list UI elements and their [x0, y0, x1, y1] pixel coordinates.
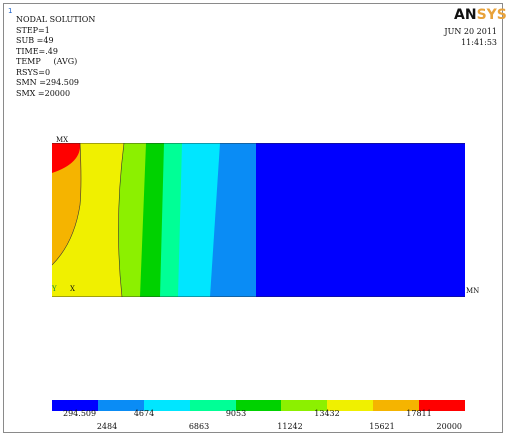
info-line-smn: SMN =294.509 [16, 78, 79, 87]
legend-swatch-4 [235, 400, 282, 411]
legend-tick-top-0: 294.509 [63, 409, 97, 418]
legend-tick-bottom-3: 15621 [369, 422, 395, 431]
info-line-step: STEP=1 [16, 25, 50, 35]
axis-x-label: X [70, 285, 75, 293]
legend-swatch-6 [327, 400, 374, 411]
axis-y-label: Y [52, 285, 57, 293]
window-number: 1 [8, 7, 13, 15]
info-line-rsys: RSYS=0 [16, 67, 51, 77]
legend-swatch-5 [281, 400, 328, 411]
time-text: 11:41:53 [461, 38, 497, 47]
legend-tick-bottom-4: 20000 [436, 422, 462, 431]
contour-line-2 [118, 143, 125, 297]
legend-tick-bottom-2: 11242 [277, 422, 303, 431]
legend-tick-bottom-0: 2484 [96, 422, 118, 431]
contour-band-7 [52, 143, 81, 265]
legend-swatch-3 [189, 400, 236, 411]
legend-swatch-1 [97, 400, 144, 411]
solution-title: NODAL SOLUTION [16, 15, 96, 24]
legend-swatch-2 [143, 400, 190, 411]
legend-ticks: 294.509 4674 9053 13432 17811 2484 6863 … [52, 409, 465, 433]
info-line-sub: SUB =49 [16, 36, 54, 45]
legend-tick-top-2: 9053 [225, 409, 247, 418]
info-line-temp: TEMP (AVG) [16, 57, 78, 66]
mx-marker: MX [56, 136, 69, 144]
ansys-logo: ANSYS [454, 7, 507, 23]
mn-marker: MN [466, 287, 480, 295]
legend-tick-top-3: 13432 [314, 409, 340, 418]
legend-tick-bottom-1: 6863 [188, 422, 210, 431]
contour-band-8 [52, 143, 81, 173]
legend-tick-top-4: 17811 [406, 409, 432, 418]
legend-color-bar [52, 400, 466, 411]
date-text: JUN 20 2011 [444, 27, 497, 36]
solution-info-panel: NODAL SOLUTION STEP=1 SUB =49 TIME=.49 T… [16, 15, 95, 99]
legend-tick-top-1: 4674 [133, 409, 155, 418]
contour-plot [52, 143, 465, 297]
legend-swatch-8 [419, 400, 466, 411]
timestamp: JUN 20 2011 11:41:53 [444, 26, 497, 48]
legend-swatch-0 [52, 400, 98, 411]
logo-secondary: SYS [476, 7, 507, 23]
info-line-smx: SMX =20000 [16, 88, 71, 98]
contour-line-1 [52, 143, 82, 266]
info-line-time: TIME=.49 [16, 46, 58, 56]
legend-swatch-7 [373, 400, 420, 411]
logo-primary: AN [454, 7, 477, 23]
